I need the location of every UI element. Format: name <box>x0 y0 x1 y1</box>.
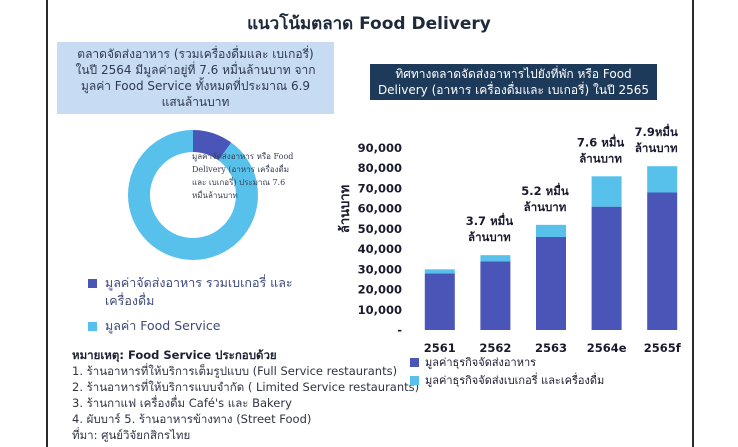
donut-annotation-line: และ เบเกอรี่) ประมาณ 7.6 <box>192 178 286 187</box>
market-summary-line: ในปี 2564 มีมูลค่าอยู่ที่ 7.6 หมื่นล้านบ… <box>75 63 316 77</box>
pie-legend-label: มูลค่า Food Service <box>105 318 221 333</box>
footnote-line: 1. ร้านอาหารที่ให้บริการเต็มรูปแบบ (Full… <box>72 364 398 378</box>
bar-annotation: 7.9หมื่น <box>634 123 678 139</box>
bar-segment-food <box>536 236 566 330</box>
page-title: แนวโน้มตลาด Food Delivery <box>247 14 491 34</box>
pie-legend-delivery: มูลค่าจัดส่งอาหาร รวมเบเกอรี่ และ <box>88 273 293 293</box>
source-text: ที่มา: ศูนย์วิจัยกสิกรไทย <box>72 428 191 442</box>
y-tick-label: 20,000 <box>358 283 402 297</box>
market-summary-box: ตลาดจัดส่งอาหาร (รวมเครื่องดื่มและ เบเกอ… <box>57 42 334 114</box>
market-summary-line: ตลาดจัดส่งอาหาร (รวมเครื่องดื่มและ เบเกอ… <box>77 47 314 61</box>
y-tick-label: 40,000 <box>358 242 402 256</box>
x-tick-label: 2561 <box>424 341 456 355</box>
bar-annotation: 5.2 หมื่น <box>521 182 569 198</box>
donut-chart <box>128 130 258 260</box>
bar-annotation: ล้านบาท <box>635 141 678 155</box>
page-frame <box>46 0 694 447</box>
chart-heading-line: ทิศทางตลาดจัดส่งอาหารไปยังที่พัก หรือ Fo… <box>395 67 632 81</box>
y-tick-label: 80,000 <box>358 161 402 175</box>
bar-segment-bakery-drinks <box>591 176 622 207</box>
x-tick-label: 2565f <box>644 341 682 355</box>
chart-heading-line: Delivery (อาหาร เครื่องดื่มและ เบเกอรี่)… <box>377 83 650 97</box>
x-tick-label: 2563 <box>535 341 567 355</box>
y-tick-label: 90,000 <box>358 141 402 155</box>
pie-legend-label: มูลค่าจัดส่งอาหาร รวมเบเกอรี่ และ <box>105 275 293 290</box>
donut-annotation-line: มูลค่าจัดส่งอาหาร หรือ Food <box>192 152 294 161</box>
legend-swatch <box>410 358 419 367</box>
bar-annotation: ล้านบาท <box>524 200 567 214</box>
footnote: หมายเหตุ: Food Service ประกอบด้วย 1. ร้า… <box>72 347 419 443</box>
x-tick-label: 2562 <box>479 341 511 355</box>
footnote-line: 4. ผับบาร์ 5. ร้านอาหารข้างทาง (Street F… <box>72 412 312 426</box>
bar-segment-food <box>591 206 622 330</box>
bar-annotation: ล้านบาท <box>579 151 622 165</box>
bar-segment-bakery-drinks <box>480 255 511 262</box>
x-tick-label: 2564e <box>587 341 627 355</box>
pie-legend-delivery-cont: เครื่องดื่ม <box>105 293 155 308</box>
bar-annotation: 3.7 หมื่น <box>466 212 514 228</box>
bar-segment-food <box>647 192 678 330</box>
donut-annotation-line: หมื่นล้านบาท <box>192 191 238 200</box>
bar-segment-food <box>424 273 455 330</box>
bar-annotation: 7.6 หมื่น <box>577 133 625 149</box>
y-tick-label: 70,000 <box>358 181 402 195</box>
y-tick-label: 30,000 <box>358 262 402 276</box>
bar-segment-food <box>480 261 511 330</box>
legend-swatch <box>88 322 97 331</box>
bar-segment-bakery-drinks <box>424 269 455 274</box>
footnote-line: 2. ร้านอาหารที่ให้บริการแบบจำกัด ( Limit… <box>72 380 420 394</box>
y-tick-label: - <box>397 323 402 337</box>
legend-label: มูลค่าธุรกิจจัดส่งอาหาร <box>425 356 536 369</box>
y-axis-label: ล้านบาท <box>337 185 353 233</box>
y-tick-label: 60,000 <box>358 202 402 216</box>
legend-swatch <box>410 376 419 385</box>
market-summary-line: มูลค่า Food Service ทั้งหมดที่ประมาณ 6.9 <box>80 79 311 93</box>
y-tick-label: 10,000 <box>358 303 402 317</box>
market-summary-line: แสนล้านบาท <box>161 95 230 109</box>
legend-swatch <box>88 279 97 288</box>
footnote-line: 3. ร้านกาแฟ เครื่องดื่ม Café's และ Baker… <box>72 396 292 410</box>
pie-legend-service: มูลค่า Food Service <box>88 316 220 336</box>
footnote-heading: หมายเหตุ: Food Service ประกอบด้วย <box>72 348 277 362</box>
bar-annotation: ล้านบาท <box>468 230 511 244</box>
donut-annotation: มูลค่าจัดส่งอาหาร หรือ Food Delivery (อา… <box>192 150 312 202</box>
bar-segment-bakery-drinks <box>647 166 678 193</box>
y-tick-label: 50,000 <box>358 222 402 236</box>
chart-heading-box: ทิศทางตลาดจัดส่งอาหารไปยังที่พัก หรือ Fo… <box>370 64 657 100</box>
donut-hole <box>150 152 236 238</box>
legend-label: มูลค่าธุรกิจจัดส่งเบเกอรี่ และเครื่องดื่… <box>425 372 604 387</box>
bar-segment-bakery-drinks <box>536 224 566 237</box>
donut-annotation-line: Delivery (อาหาร เครื่องดื่ม <box>192 165 289 174</box>
